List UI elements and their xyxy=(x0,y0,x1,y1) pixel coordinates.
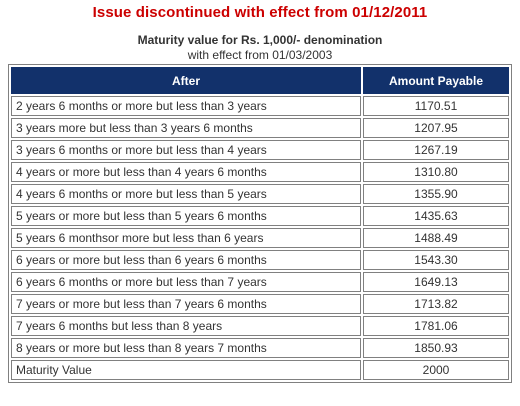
maturity-value-amount: 2000 xyxy=(363,360,509,380)
amount-cell: 1850.93 xyxy=(363,338,509,358)
table-header-row: After Amount Payable xyxy=(11,67,509,94)
amount-cell: 1543.30 xyxy=(363,250,509,270)
table-row: 3 years more but less than 3 years 6 mon… xyxy=(11,118,509,138)
period-cell: 2 years 6 months or more but less than 3… xyxy=(11,96,361,116)
amount-cell: 1649.13 xyxy=(363,272,509,292)
table-row: 4 years or more but less than 4 years 6 … xyxy=(11,162,509,182)
period-cell: 6 years or more but less than 6 years 6 … xyxy=(11,250,361,270)
amount-cell: 1207.95 xyxy=(363,118,509,138)
amount-cell: 1488.49 xyxy=(363,228,509,248)
table-row: 6 years or more but less than 6 years 6 … xyxy=(11,250,509,270)
period-cell: 3 years more but less than 3 years 6 mon… xyxy=(11,118,361,138)
amount-cell: 1310.80 xyxy=(363,162,509,182)
table-heading: Maturity value for Rs. 1,000/- denominat… xyxy=(137,33,383,47)
maturity-value-row: Maturity Value 2000 xyxy=(11,360,509,380)
table-row: 3 years 6 months or more but less than 4… xyxy=(11,140,509,160)
period-cell: 5 years or more but less than 5 years 6 … xyxy=(11,206,361,226)
table-row: 6 years 6 months or more but less than 7… xyxy=(11,272,509,292)
table-row: 7 years or more but less than 7 years 6 … xyxy=(11,294,509,314)
period-cell: 7 years 6 months but less than 8 years xyxy=(11,316,361,336)
period-cell: 8 years or more but less than 8 years 7 … xyxy=(11,338,361,358)
amount-cell: 1355.90 xyxy=(363,184,509,204)
table-row: 5 years or more but less than 5 years 6 … xyxy=(11,206,509,226)
discontinued-notice: Issue discontinued with effect from 01/1… xyxy=(92,4,428,21)
table-subheading: with effect from 01/03/2003 xyxy=(187,48,333,62)
table-row: 2 years 6 months or more but less than 3… xyxy=(11,96,509,116)
table-row: 8 years or more but less than 8 years 7 … xyxy=(11,338,509,358)
table-row: 7 years 6 months but less than 8 years 1… xyxy=(11,316,509,336)
maturity-value-label: Maturity Value xyxy=(11,360,361,380)
period-cell: 4 years 6 months or more but less than 5… xyxy=(11,184,361,204)
amount-cell: 1435.63 xyxy=(363,206,509,226)
amount-cell: 1170.51 xyxy=(363,96,509,116)
maturity-value-table: After Amount Payable 2 years 6 months or… xyxy=(8,64,512,383)
column-header-amount-payable: Amount Payable xyxy=(363,67,509,94)
amount-cell: 1713.82 xyxy=(363,294,509,314)
table-row: 5 years 6 monthsor more but less than 6 … xyxy=(11,228,509,248)
period-cell: 3 years 6 months or more but less than 4… xyxy=(11,140,361,160)
table-row: 4 years 6 months or more but less than 5… xyxy=(11,184,509,204)
period-cell: 4 years or more but less than 4 years 6 … xyxy=(11,162,361,182)
amount-cell: 1267.19 xyxy=(363,140,509,160)
period-cell: 6 years 6 months or more but less than 7… xyxy=(11,272,361,292)
amount-cell: 1781.06 xyxy=(363,316,509,336)
column-header-after: After xyxy=(11,67,361,94)
period-cell: 5 years 6 monthsor more but less than 6 … xyxy=(11,228,361,248)
period-cell: 7 years or more but less than 7 years 6 … xyxy=(11,294,361,314)
